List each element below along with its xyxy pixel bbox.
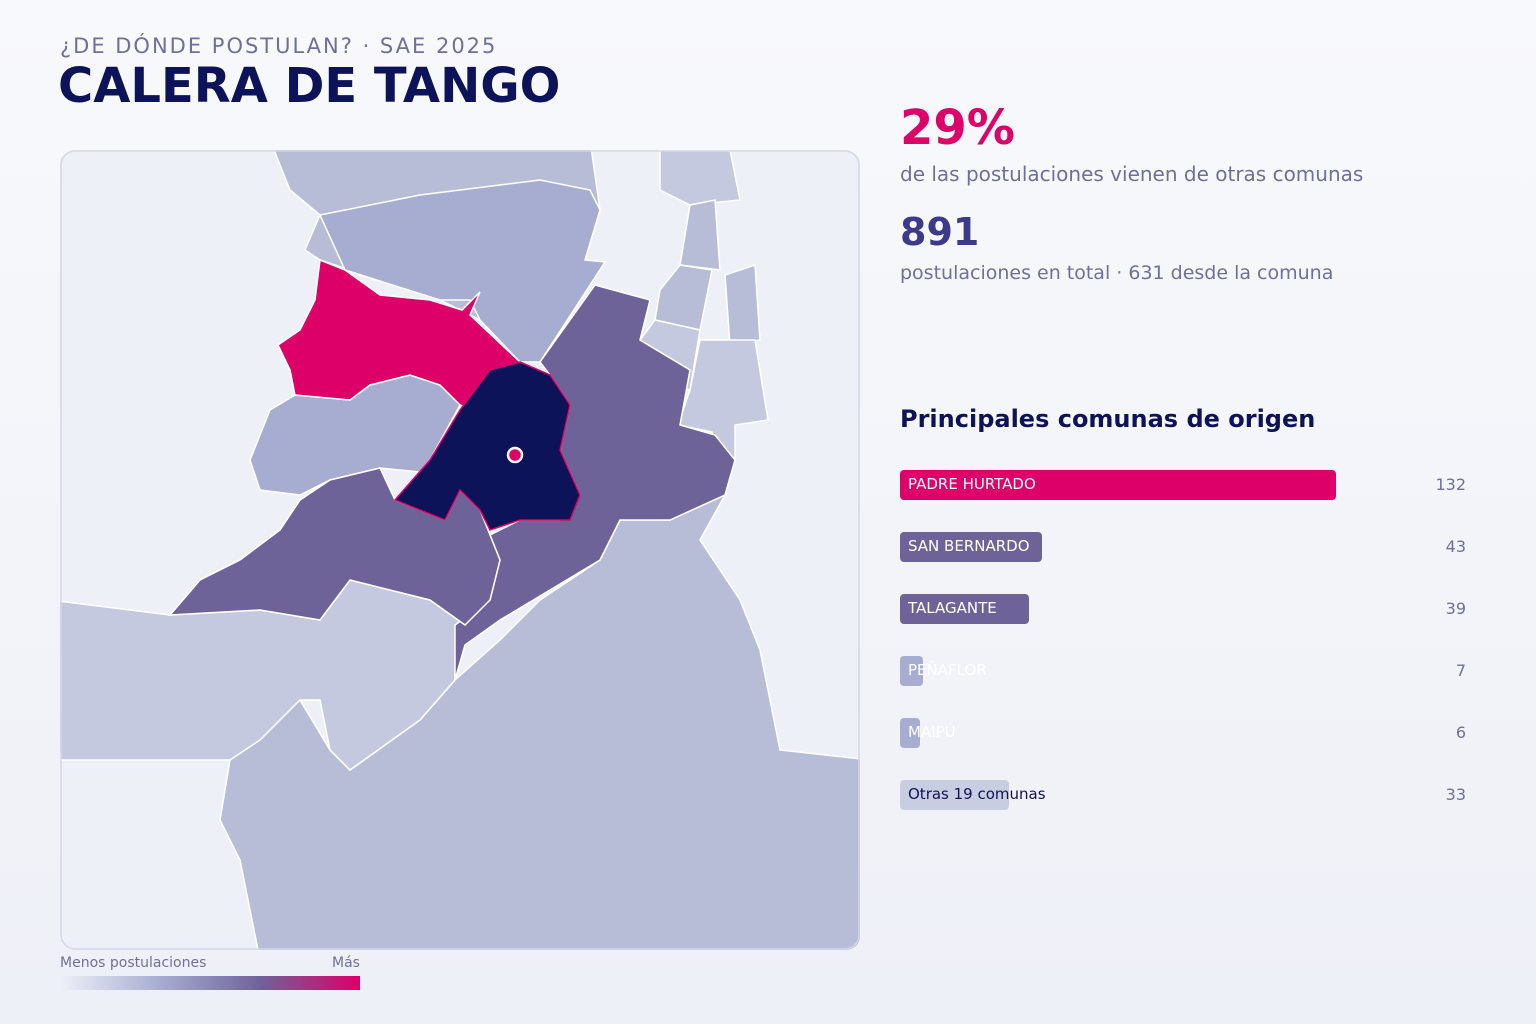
map [60, 150, 860, 950]
bar [900, 780, 1009, 810]
region-padre-hurtado [277, 258, 522, 411]
region [318, 179, 607, 363]
map-frame [60, 150, 860, 950]
stat-value: 29% [900, 100, 1015, 156]
bar-label: SAN BERNARDO [908, 537, 1030, 555]
kicker: ¿DE DÓNDE POSTULAN? · SAE 2025 [60, 34, 498, 58]
legend-gradient [60, 976, 360, 990]
bar-label: PEÑAFLOR [908, 661, 987, 679]
bar-value: 43 [1445, 537, 1466, 556]
legend-high: Más [332, 955, 360, 971]
bar-value: 132 [1435, 475, 1466, 494]
region [679, 199, 721, 271]
bar-label: TALAGANTE [908, 599, 997, 617]
bar-label: PADRE HURTADO [908, 475, 1036, 493]
bar-value: 39 [1445, 599, 1466, 618]
bar-value: 7 [1455, 661, 1466, 680]
bar-value: 6 [1455, 723, 1466, 742]
legend-low: Menos postulaciones [60, 955, 207, 971]
bar-label: Otras 19 comunas [908, 785, 1046, 803]
stat-caption: postulaciones en total · 631 desde la co… [900, 262, 1334, 284]
region-calera-de-tango [393, 361, 581, 531]
stat-caption: de las postulaciones vienen de otras com… [900, 162, 1364, 186]
region [724, 263, 761, 346]
bar-label: MAIPÚ [908, 723, 956, 741]
bar [900, 656, 924, 686]
title: CALERA DE TANGO [58, 58, 561, 114]
ranking-title: Principales comunas de origen [900, 405, 1316, 433]
bar [900, 718, 920, 748]
location-marker [506, 446, 524, 464]
stat-value: 891 [900, 210, 980, 254]
bar [900, 470, 1336, 500]
bar [900, 532, 1043, 562]
bar [900, 594, 1029, 624]
bar-value: 33 [1445, 785, 1466, 804]
region [659, 150, 741, 206]
